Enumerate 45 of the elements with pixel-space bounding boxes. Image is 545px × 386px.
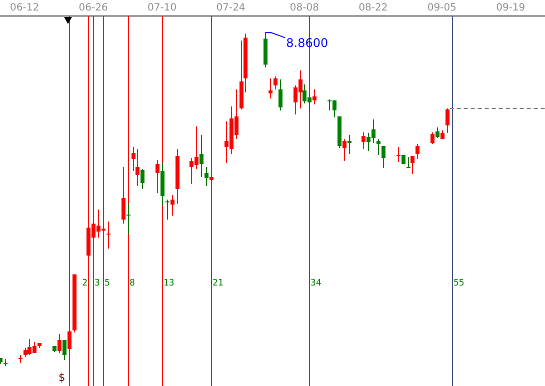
- candlestick: [58, 334, 62, 354]
- x-tick-label: 07-24: [216, 2, 246, 14]
- candlestick: [126, 203, 130, 234]
- x-tick-label: 09-05: [427, 2, 456, 14]
- ref-line-label: 21: [212, 278, 224, 288]
- candlestick: [362, 132, 366, 150]
- candlestick: [166, 199, 170, 220]
- candlestick: [406, 156, 410, 168]
- ref-line-label: 8: [130, 278, 135, 288]
- x-tick-label: 08-08: [290, 2, 319, 14]
- candlestick: [122, 166, 126, 224]
- candlestick: [446, 108, 450, 134]
- candlestick: [348, 134, 352, 154]
- candlestick: [200, 134, 204, 178]
- candlestick: [342, 138, 346, 162]
- ref-line-label: 3: [94, 278, 100, 288]
- ref-line-label: 34: [310, 278, 322, 288]
- candlestick: [140, 168, 144, 190]
- candlestick: [170, 194, 174, 216]
- ref-line-label: 13: [164, 278, 174, 288]
- candlestick: [204, 166, 208, 186]
- candlestick: [62, 340, 66, 360]
- candlestick: [396, 146, 400, 162]
- candlestick: [156, 160, 160, 194]
- ref-line-label: 5: [104, 278, 110, 288]
- text: $: [58, 370, 66, 384]
- candlestick: [106, 221, 110, 250]
- candlestick: [410, 156, 414, 174]
- candlestick: [278, 78, 282, 111]
- x-tick-label: 08-22: [358, 2, 388, 14]
- candlestick: [312, 88, 316, 105]
- x-tick-label: 09-19: [496, 2, 526, 14]
- x-tick-label: 06-26: [78, 2, 108, 14]
- candlestick: [436, 126, 440, 138]
- candlestick: [136, 148, 140, 186]
- candlestick: [416, 144, 420, 160]
- candlestick: [382, 146, 386, 168]
- x-tick-label: 06-12: [10, 2, 40, 14]
- candlestick: [268, 78, 272, 99]
- candlestick: [430, 132, 434, 144]
- ref-line-label: 55: [454, 278, 464, 288]
- ref-line-label: 2: [82, 278, 88, 288]
- candlestick: [376, 138, 380, 156]
- candlestick: [274, 76, 278, 90]
- x-tick-label: 07-10: [147, 2, 177, 14]
